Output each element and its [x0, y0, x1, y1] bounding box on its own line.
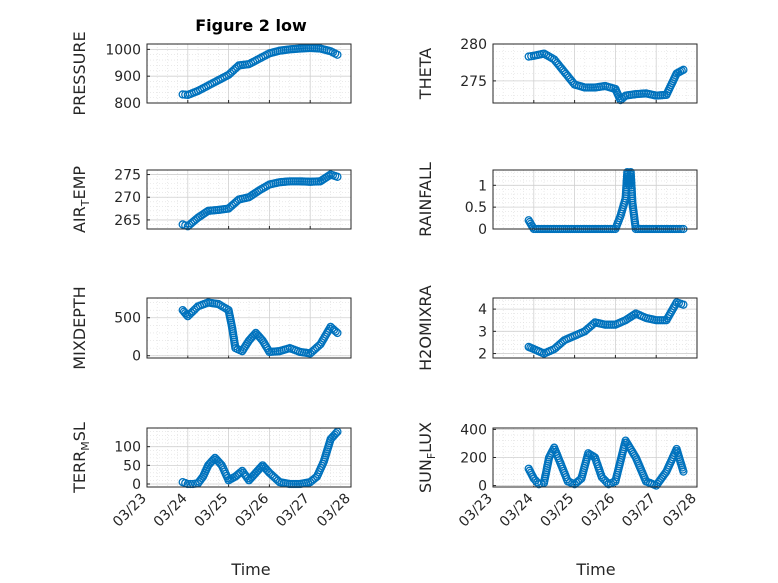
- y-tick-label: 275: [114, 168, 141, 184]
- y-tick-label: 0: [132, 477, 141, 493]
- y-axis-label: RAINFALL: [416, 162, 435, 237]
- y-tick-label: 200: [460, 451, 487, 467]
- axes-box: [146, 43, 352, 104]
- y-tick-label: 0: [478, 222, 487, 238]
- axes-box: [146, 169, 352, 230]
- panel-3: 265 270 275 AIRTEMP: [70, 166, 352, 233]
- y-tick-label: 1: [478, 178, 487, 194]
- y-axis-label: THETA: [416, 48, 435, 100]
- data-point: [202, 207, 211, 217]
- data-point: [679, 300, 688, 309]
- data-point: [333, 328, 342, 338]
- y-axis-label: MIXDEPTH: [70, 286, 89, 369]
- data-point: [602, 478, 612, 487]
- data-point: [333, 50, 342, 59]
- y-tick-label: 400: [460, 422, 487, 438]
- y-tick-label: 900: [114, 69, 141, 85]
- axes-box: [492, 169, 698, 230]
- x-axis-label-right: Time: [575, 560, 615, 579]
- y-tick-label: 265: [114, 213, 141, 229]
- y-axis-label: TERRMSL: [70, 422, 92, 494]
- y-axis-label: AIRTEMP: [70, 166, 92, 233]
- axes-box: [492, 297, 698, 359]
- y-tick-label: 270: [114, 190, 141, 206]
- y-axis-label: H2OMIXRA: [416, 285, 435, 371]
- y-tick-label: 3: [478, 324, 487, 340]
- data-point: [324, 171, 334, 180]
- panel-5: 0 500 MIXDEPTH: [70, 286, 352, 370]
- axes-box: [146, 297, 352, 359]
- plot-area: [147, 44, 351, 103]
- y-tick-label: 500: [114, 311, 141, 327]
- data-point: [679, 467, 688, 476]
- axes-box: [146, 427, 352, 488]
- panel-1: 800 900 1000 PRESSURE: [70, 31, 352, 116]
- y-tick-label: 280: [460, 37, 487, 53]
- y-tick-label: 50: [123, 458, 141, 474]
- data-point: [679, 65, 688, 74]
- y-tick-label: 0: [478, 479, 487, 495]
- panel-2: 275 280 THETA: [416, 37, 698, 105]
- y-tick-label: 0.5: [465, 200, 487, 216]
- data-point: [182, 310, 191, 319]
- y-tick-label: 100: [114, 440, 141, 456]
- y-tick-label: 275: [460, 74, 487, 90]
- axes-box: [492, 427, 698, 488]
- axes-box: [492, 43, 698, 104]
- y-tick-label: 2: [478, 347, 487, 363]
- y-tick-label: 0: [132, 349, 141, 365]
- data-point: [236, 468, 245, 477]
- data-point: [186, 479, 195, 489]
- data-point: [331, 327, 340, 336]
- x-axis-label-left: Time: [230, 560, 270, 579]
- data-point: [331, 429, 341, 438]
- y-tick-label: 1000: [105, 42, 141, 58]
- y-axis-label: PRESSURE: [70, 31, 89, 115]
- panel-6: 2 3 4 H2OMIXRA: [416, 285, 698, 371]
- panel-4: 0 0.5 1 RAINFALL: [416, 162, 698, 238]
- data-point: [629, 310, 639, 319]
- y-axis-label: SUNFLUX: [416, 422, 438, 493]
- y-tick-label: 4: [478, 302, 487, 318]
- figure-title: Figure 2 low: [195, 16, 307, 35]
- data-point: [183, 479, 192, 489]
- data-point: [333, 172, 342, 181]
- y-tick-label: 800: [114, 96, 141, 112]
- data-point: [589, 319, 598, 329]
